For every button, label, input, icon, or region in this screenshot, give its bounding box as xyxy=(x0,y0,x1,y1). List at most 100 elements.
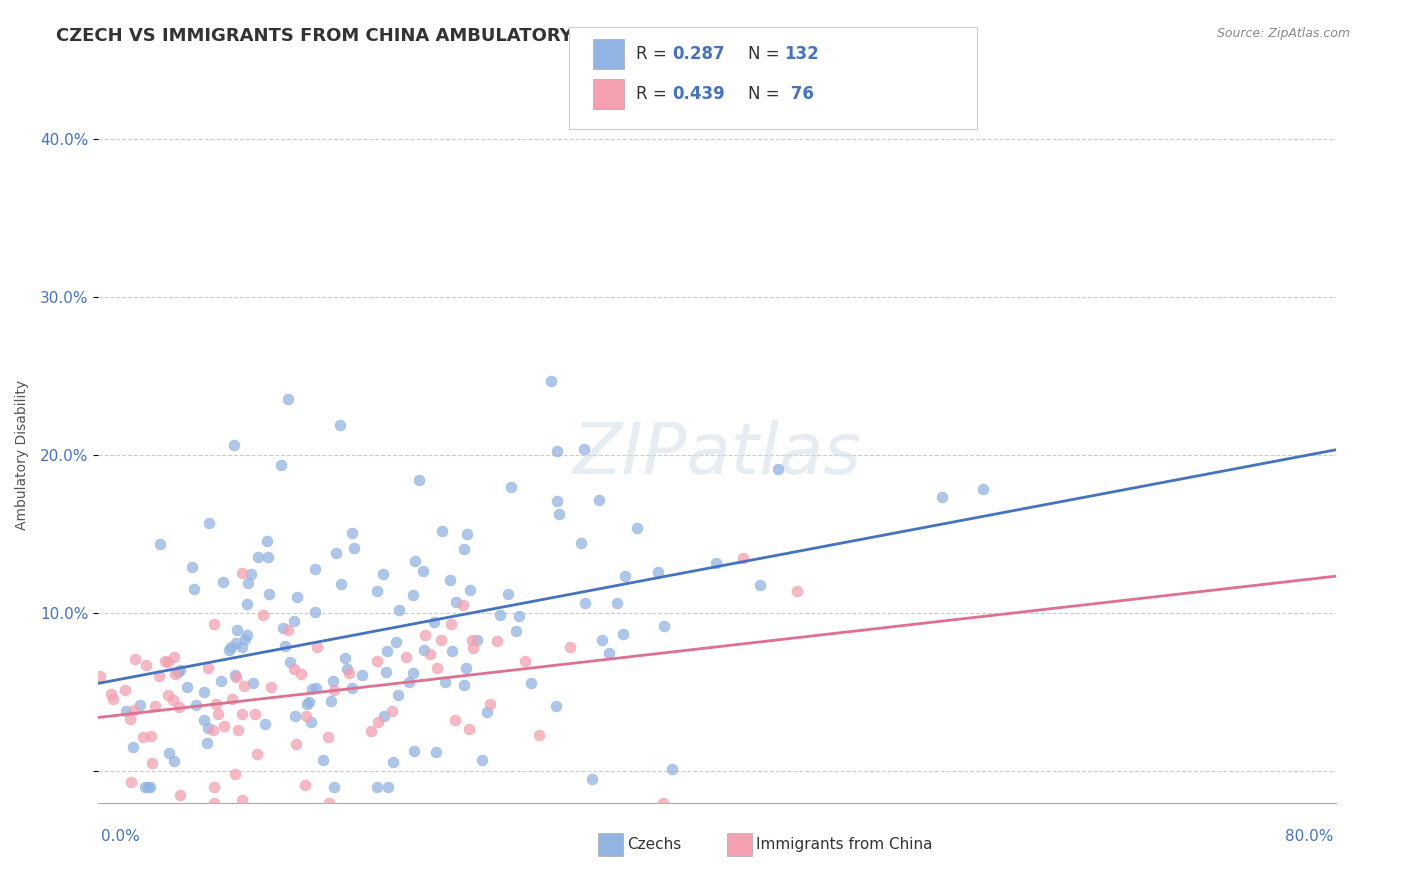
Point xyxy=(257,587,280,601)
Point xyxy=(238,575,260,590)
Point xyxy=(115,704,138,718)
Point xyxy=(419,647,441,661)
Point xyxy=(433,674,456,689)
Point xyxy=(155,654,177,668)
Point xyxy=(271,621,294,635)
Point xyxy=(167,700,190,714)
Point xyxy=(287,591,309,605)
Point xyxy=(371,566,394,581)
Point xyxy=(252,608,274,623)
Point xyxy=(475,705,498,719)
Point xyxy=(613,568,636,582)
Point xyxy=(453,542,475,557)
Point xyxy=(224,438,246,452)
Point xyxy=(169,788,191,802)
Point xyxy=(513,654,536,668)
Point xyxy=(402,665,425,680)
Point xyxy=(388,603,411,617)
Point xyxy=(176,680,198,694)
Point xyxy=(444,595,467,609)
Point xyxy=(101,691,124,706)
Point xyxy=(489,608,512,623)
Point xyxy=(134,780,156,794)
Point xyxy=(731,551,754,566)
Point xyxy=(453,678,475,692)
Point xyxy=(527,728,550,742)
Point xyxy=(408,473,430,487)
Point xyxy=(706,556,728,570)
Point xyxy=(122,702,145,716)
Point xyxy=(350,668,373,682)
Point xyxy=(546,444,568,458)
Point xyxy=(283,662,305,676)
Point xyxy=(451,598,474,612)
Point xyxy=(163,667,186,681)
Point xyxy=(540,375,562,389)
Point xyxy=(652,619,675,633)
Point xyxy=(375,644,398,658)
Point xyxy=(322,683,344,698)
Point xyxy=(100,687,122,701)
Point xyxy=(169,663,191,677)
Text: Source: ZipAtlas.com: Source: ZipAtlas.com xyxy=(1216,27,1350,40)
Text: 80.0%: 80.0% xyxy=(1285,830,1333,844)
Point xyxy=(305,681,328,695)
Point xyxy=(299,714,322,729)
Point xyxy=(402,588,425,602)
Point xyxy=(496,587,519,601)
Point xyxy=(430,632,453,647)
Point xyxy=(501,480,523,494)
Point xyxy=(256,533,278,548)
Point xyxy=(304,605,326,619)
Point xyxy=(340,681,363,695)
Point xyxy=(225,636,247,650)
Point xyxy=(307,640,329,655)
Text: 132: 132 xyxy=(785,45,820,62)
Text: ZIPatlas: ZIPatlas xyxy=(572,420,862,490)
Point xyxy=(626,521,648,535)
Point xyxy=(335,651,357,665)
Point xyxy=(201,723,224,737)
Point xyxy=(439,617,461,632)
Point xyxy=(120,712,142,726)
Point xyxy=(184,698,207,712)
Point xyxy=(257,549,280,564)
Point xyxy=(581,772,603,787)
Point xyxy=(246,549,269,564)
Point xyxy=(381,756,404,770)
Point xyxy=(221,691,243,706)
Text: 76: 76 xyxy=(785,85,814,103)
Point xyxy=(218,642,240,657)
Text: 0.439: 0.439 xyxy=(672,85,725,103)
Point xyxy=(246,747,269,761)
Point xyxy=(197,660,219,674)
Point xyxy=(486,634,509,648)
Point xyxy=(274,639,297,653)
Point xyxy=(569,536,592,550)
Point xyxy=(225,624,247,638)
Point xyxy=(432,524,454,538)
Point xyxy=(163,755,186,769)
Point xyxy=(426,661,449,675)
Point xyxy=(197,516,219,531)
Point xyxy=(207,706,229,721)
Text: R =: R = xyxy=(636,45,672,62)
Point xyxy=(574,442,596,457)
Point xyxy=(443,713,465,727)
Point xyxy=(277,623,299,637)
Point xyxy=(340,526,363,541)
Point xyxy=(195,736,218,750)
Point xyxy=(413,642,436,657)
Point xyxy=(214,719,236,733)
Point xyxy=(193,684,215,698)
Point xyxy=(129,698,152,712)
Point xyxy=(183,582,205,597)
Point xyxy=(972,482,994,496)
Point xyxy=(598,646,620,660)
Point xyxy=(748,578,770,592)
Point xyxy=(546,698,568,713)
Point xyxy=(197,721,219,735)
Point xyxy=(231,566,253,580)
Point xyxy=(337,666,360,681)
Point xyxy=(422,615,444,629)
